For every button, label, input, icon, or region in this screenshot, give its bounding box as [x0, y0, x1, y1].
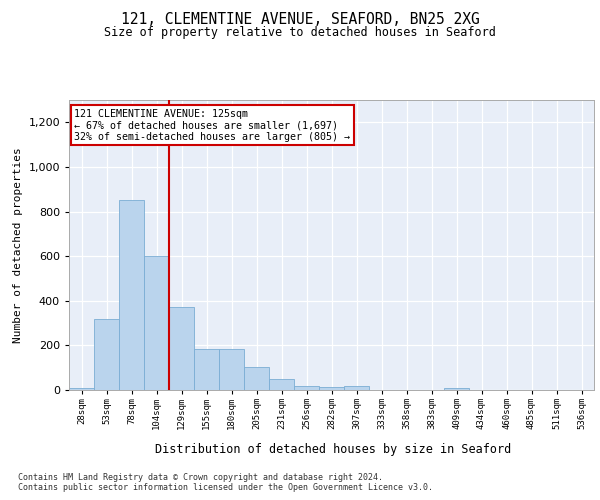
Bar: [144, 256, 169, 390]
Bar: [319, 386, 344, 390]
Bar: [219, 348, 244, 390]
Bar: [269, 379, 294, 390]
Text: 121, CLEMENTINE AVENUE, SEAFORD, BN25 2XG: 121, CLEMENTINE AVENUE, SEAFORD, BN25 2X…: [121, 12, 479, 28]
Bar: [294, 386, 319, 390]
Text: Contains HM Land Registry data © Crown copyright and database right 2024.
Contai: Contains HM Land Registry data © Crown c…: [18, 472, 433, 492]
Text: 121 CLEMENTINE AVENUE: 125sqm
← 67% of detached houses are smaller (1,697)
32% o: 121 CLEMENTINE AVENUE: 125sqm ← 67% of d…: [74, 108, 350, 142]
Bar: [244, 366, 269, 390]
Text: Distribution of detached houses by size in Seaford: Distribution of detached houses by size …: [155, 442, 511, 456]
Bar: [169, 308, 194, 390]
Y-axis label: Number of detached properties: Number of detached properties: [13, 147, 23, 343]
Bar: [94, 318, 119, 390]
Bar: [344, 386, 369, 390]
Bar: [444, 388, 469, 390]
Text: Size of property relative to detached houses in Seaford: Size of property relative to detached ho…: [104, 26, 496, 39]
Bar: [69, 388, 94, 390]
Bar: [194, 348, 219, 390]
Bar: [119, 200, 144, 390]
